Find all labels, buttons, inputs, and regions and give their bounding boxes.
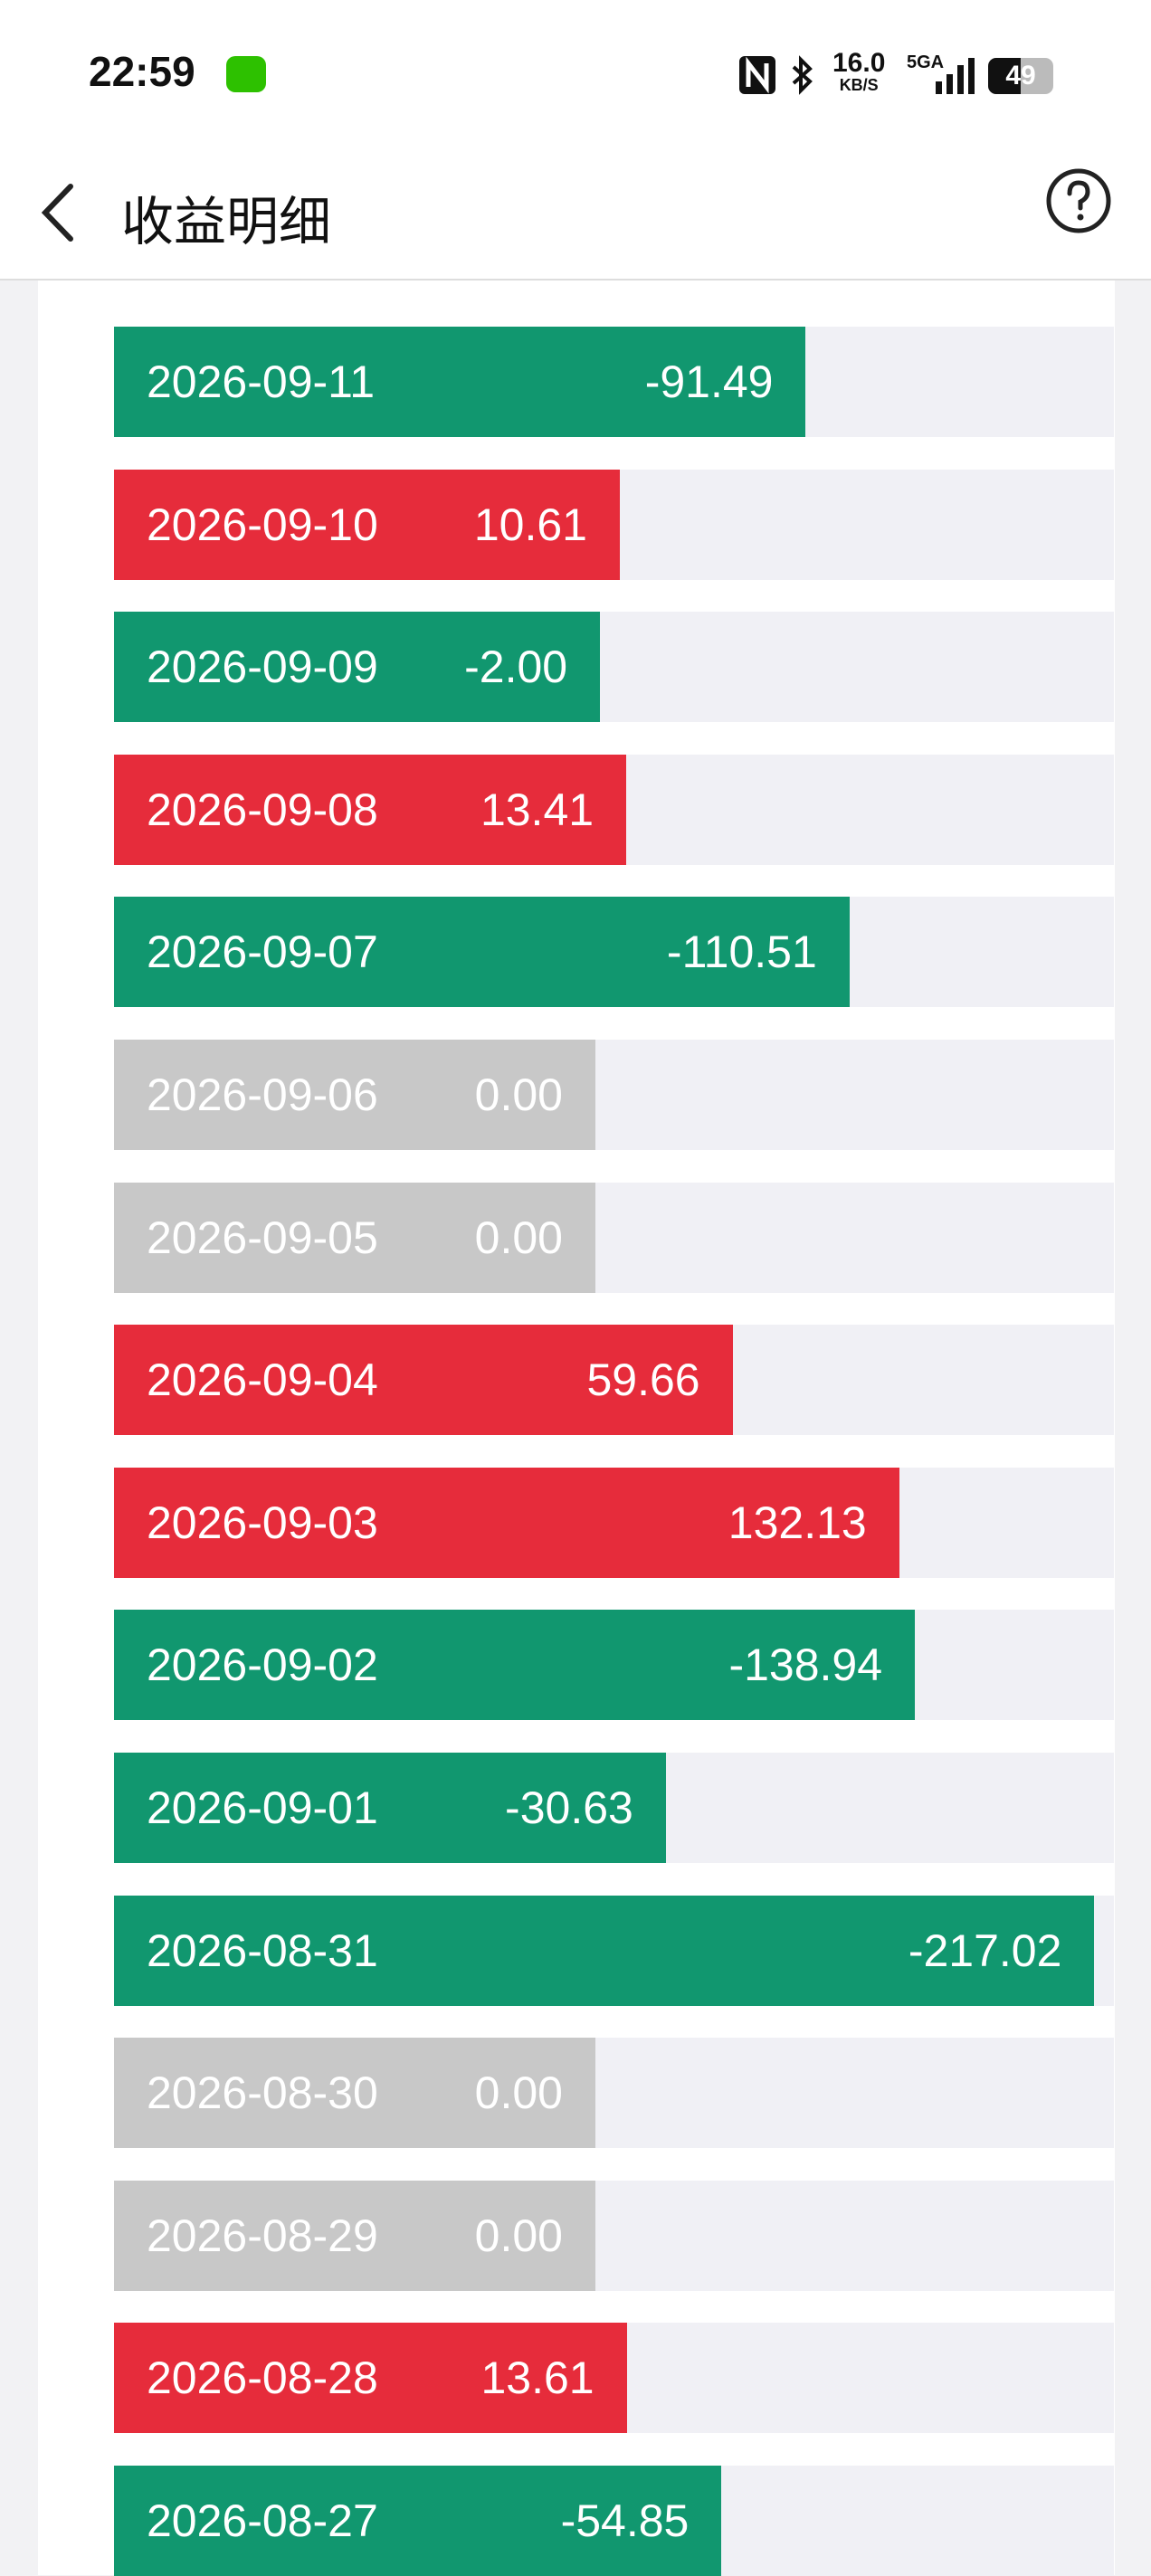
row-bar: 2026-08-27 -54.85: [114, 2466, 722, 2576]
row-bar: 2026-09-01 -30.63: [114, 1753, 666, 1863]
row-date: 2026-09-08: [147, 784, 378, 835]
row-amount: -138.94: [728, 1640, 883, 1691]
row-track: 2026-09-07 -110.51: [114, 897, 1114, 1008]
row-date: 2026-09-10: [147, 499, 378, 550]
row-track: 2026-09-02 -138.94: [114, 1610, 1114, 1721]
row-amount: 0.00: [474, 1212, 563, 1263]
row-track: 2026-09-11 -91.49: [114, 327, 1114, 437]
row-date: 2026-08-29: [147, 2210, 378, 2261]
row-date: 2026-09-03: [147, 1497, 378, 1548]
row-date: 2026-09-11: [147, 356, 376, 407]
row-date: 2026-08-28: [147, 2353, 378, 2404]
row-bar: 2026-09-06 0.00: [114, 1040, 595, 1150]
row-track: 2026-09-01 -30.63: [114, 1753, 1114, 1863]
row-amount: 13.41: [480, 784, 595, 835]
nfc-bluetooth-icons: [739, 55, 813, 95]
row-track: 2026-08-27 -54.85: [114, 2466, 1114, 2576]
row-amount: -217.02: [908, 1925, 1062, 1976]
row-amount: -91.49: [644, 356, 774, 407]
row-amount: 0.00: [474, 2067, 563, 2119]
signal-icon: [936, 58, 975, 94]
wechat-icon: [226, 56, 266, 92]
row-amount: 13.61: [480, 2353, 595, 2404]
row-track: 2026-09-10 10.61: [114, 469, 1114, 580]
header: 收益明细: [0, 145, 1151, 280]
row-amount: 10.61: [473, 499, 587, 550]
row-date: 2026-09-02: [147, 1640, 378, 1691]
row-track: 2026-09-08 13.41: [114, 754, 1114, 865]
row-amount: -54.85: [560, 2495, 690, 2546]
row-bar: 2026-09-04 59.66: [114, 1325, 733, 1436]
row-bar: 2026-09-02 -138.94: [114, 1610, 916, 1721]
row-amount: 0.00: [474, 1069, 563, 1120]
row-amount: 132.13: [728, 1497, 867, 1548]
row-date: 2026-08-31: [147, 1925, 378, 1976]
list-card: 2026-09-11 -91.49 2026-09-10 10.61 2026-09-0…: [38, 280, 1115, 2576]
row-bar: 2026-09-11 -91.49: [114, 327, 806, 437]
row-bar: 2026-09-09 -2.00: [114, 612, 601, 723]
row-bar: 2026-08-29 0.00: [114, 2180, 595, 2291]
row-track: 2026-08-29 0.00: [114, 2180, 1114, 2291]
status-bar: 22:59 16.0 KB/S 5GA 49: [0, 0, 1151, 145]
battery: 49: [988, 58, 1053, 94]
row-track: 2026-09-04 59.66: [114, 1325, 1114, 1436]
row-track: 2026-08-30 0.00: [114, 2038, 1114, 2149]
row-date: 2026-09-07: [147, 927, 378, 978]
row-date: 2026-09-05: [147, 1212, 378, 1263]
row-track: 2026-09-09 -2.00: [114, 612, 1114, 723]
row-track: 2026-09-05 0.00: [114, 1182, 1114, 1293]
row-bar: 2026-09-05 0.00: [114, 1182, 595, 1293]
row-date: 2026-09-06: [147, 1069, 378, 1120]
speed-value: 16.0: [832, 48, 886, 78]
network-type: 5GA: [907, 52, 945, 72]
row-date: 2026-08-30: [147, 2067, 378, 2119]
page-title: 收益明细: [121, 193, 332, 252]
battery-level: 49: [1005, 61, 1036, 90]
row-amount: 59.66: [586, 1355, 700, 1406]
row-bar: 2026-09-03 132.13: [114, 1467, 899, 1578]
row-bar: 2026-08-31 -217.02: [114, 1895, 1095, 2006]
row-amount: -2.00: [464, 642, 568, 693]
row-bar: 2026-09-08 13.41: [114, 754, 627, 865]
row-bar: 2026-09-07 -110.51: [114, 897, 850, 1008]
help-button[interactable]: [1044, 166, 1113, 235]
row-date: 2026-09-04: [147, 1355, 378, 1406]
row-amount: -30.63: [505, 1782, 633, 1833]
row-track: 2026-08-31 -217.02: [114, 1895, 1114, 2006]
row-amount: 0.00: [474, 2210, 563, 2261]
row-bar: 2026-08-28 13.61: [114, 2323, 627, 2434]
row-track: 2026-09-06 0.00: [114, 1040, 1114, 1150]
network-speed: 16.0 KB/S: [832, 48, 886, 95]
row-date: 2026-09-09: [147, 642, 378, 693]
row-track: 2026-08-28 13.61: [114, 2323, 1114, 2434]
row-bar: 2026-09-10 10.61: [114, 469, 620, 580]
row-date: 2026-09-01: [147, 1782, 378, 1833]
row-bar: 2026-08-30 0.00: [114, 2038, 595, 2149]
clock: 22:59: [89, 48, 195, 95]
row-amount: -110.51: [666, 927, 817, 978]
row-track: 2026-09-03 132.13: [114, 1467, 1114, 1578]
back-button[interactable]: [36, 183, 81, 242]
row-date: 2026-08-27: [147, 2495, 378, 2546]
speed-unit: KB/S: [839, 76, 879, 94]
